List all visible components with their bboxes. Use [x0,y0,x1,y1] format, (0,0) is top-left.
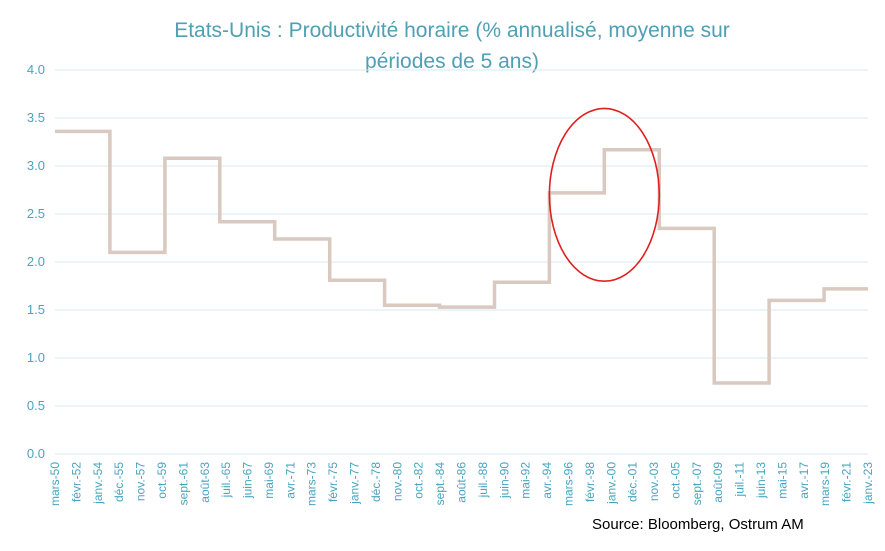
x-tick-label: oct.-05 [668,462,682,499]
x-tick-label: avr.-94 [540,462,554,499]
x-tick-label: mars-96 [561,462,575,506]
x-tick-label: sept.-07 [690,462,704,506]
x-tick-label: déc.-78 [369,462,383,502]
x-tick-label: avr.-71 [283,462,297,499]
y-tick-label: 2.5 [27,206,45,221]
chart-title-line-1: Etats-Unis : Productivité horaire (% ann… [174,19,730,42]
x-tick-label: janv.-00 [604,462,618,505]
x-tick-label: déc.-01 [626,462,640,502]
x-tick-label: mai-92 [519,462,533,499]
x-tick-label: oct.-82 [412,462,426,499]
x-axis: mars-50 févr.-52 janv.-54 déc.-55 nov.-57 oct… [48,462,875,506]
x-tick-label: sept.-84 [433,462,447,506]
x-tick-label: juil.-65 [219,462,233,499]
x-tick-label: févr.-21 [840,462,854,502]
x-tick-label: nov.-80 [390,462,404,501]
x-tick-label: mars-73 [305,462,319,506]
x-tick-label: nov.-57 [134,462,148,501]
series-layer [55,129,868,385]
x-tick-label: juin-13 [754,462,768,499]
x-tick-label: janv.-23 [861,462,875,505]
x-tick-label: févr.-98 [583,462,597,502]
y-axis: 0.0 0.5 1.0 1.5 2.0 2.5 3.0 3.5 4.0 [27,62,45,461]
x-tick-label: avr.-17 [797,462,811,499]
chart-title-line-2: périodes de 5 ans) [365,50,539,73]
x-tick-label: déc.-55 [112,462,126,502]
x-tick-label: juil.-11 [733,462,747,498]
x-tick-label: janv.-77 [348,462,362,505]
y-tick-label: 3.5 [27,110,45,125]
series-line [55,129,868,385]
x-tick-label: nov.-03 [647,462,661,501]
x-tick-label: mars-50 [48,462,62,506]
x-tick-label: mars-19 [818,462,832,506]
x-tick-label: août-63 [198,462,212,503]
y-tick-label: 2.0 [27,254,45,269]
y-tick-label: 3.0 [27,158,45,173]
x-tick-label: sept.-61 [176,462,190,506]
gridlines [55,69,868,455]
x-tick-label: juin-90 [497,462,511,499]
highlight-ellipse [548,107,661,283]
x-tick-label: janv.-54 [91,462,105,505]
x-tick-label: mai-15 [775,462,789,499]
x-tick-label: févr.-75 [326,462,340,502]
x-tick-label: févr.-52 [69,462,83,502]
y-tick-label: 4.0 [27,62,45,77]
x-tick-label: juil.-88 [476,462,490,499]
x-tick-label: oct.-59 [155,462,169,499]
source-note: Source: Bloomberg, Ostrum AM [592,516,804,533]
x-tick-label: mai-69 [262,462,276,499]
y-tick-label: 0.0 [27,446,45,461]
x-tick-label: août-86 [455,462,469,503]
x-tick-label: juin-67 [241,462,255,499]
y-tick-label: 1.0 [27,350,45,365]
y-tick-label: 0.5 [27,398,45,413]
y-tick-label: 1.5 [27,302,45,317]
x-tick-label: août-09 [711,462,725,503]
annotation-layer [548,107,661,283]
